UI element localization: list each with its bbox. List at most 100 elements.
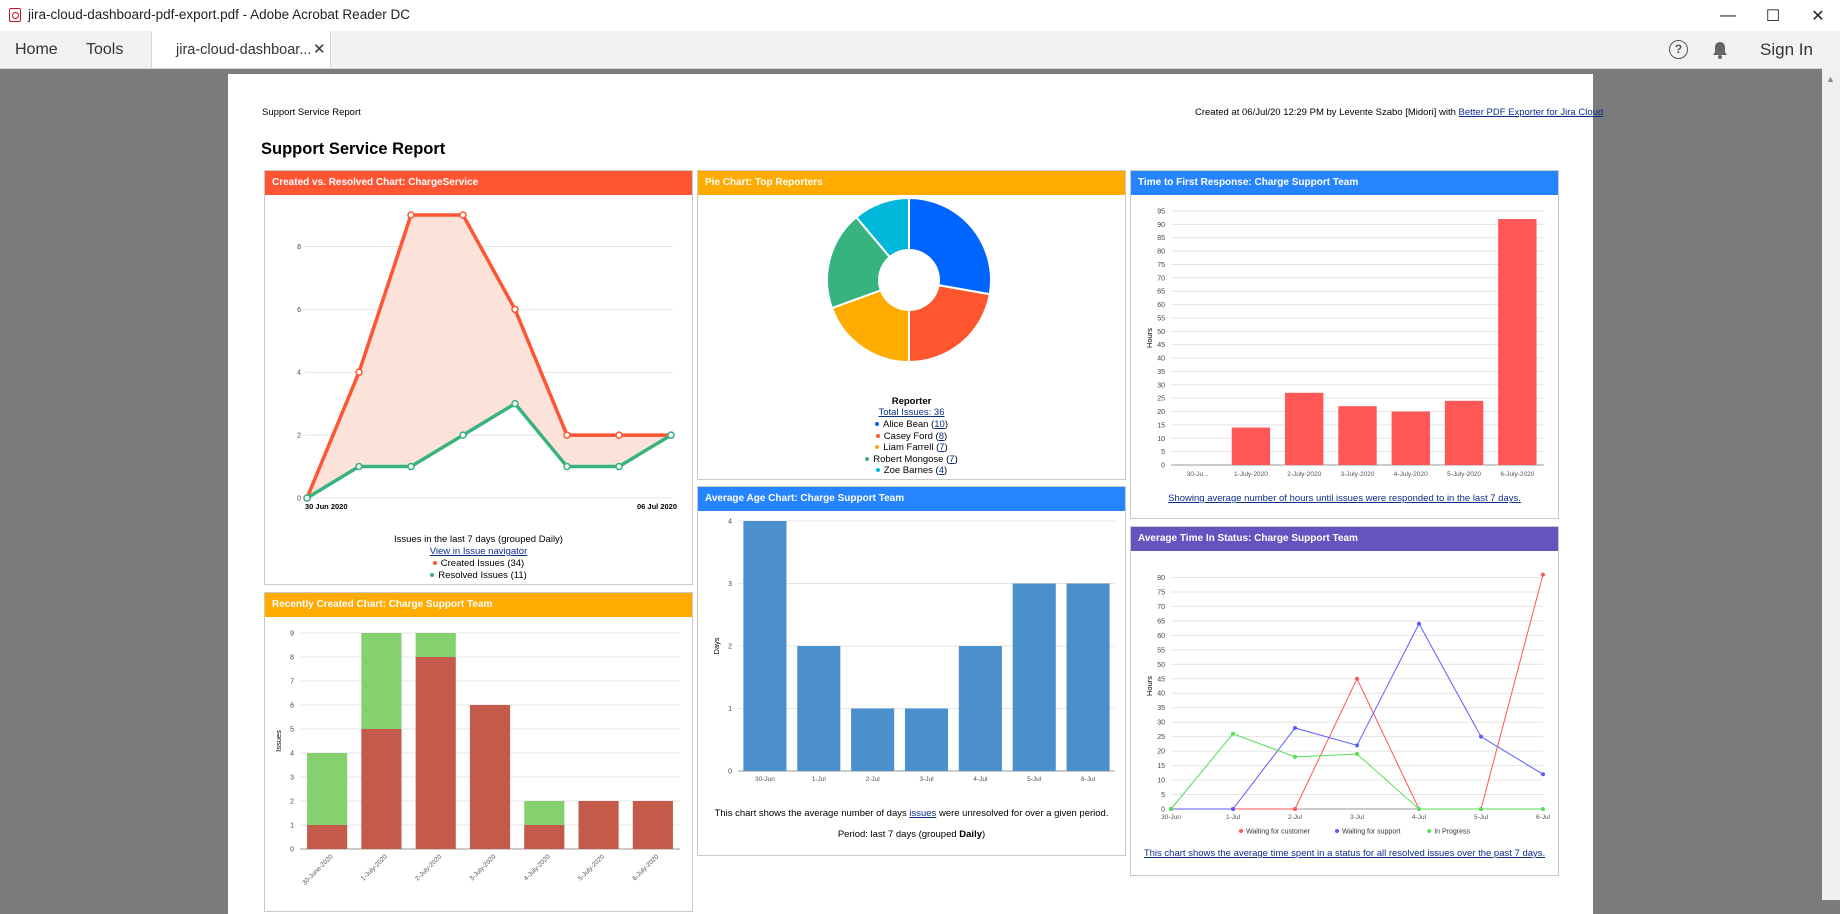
y-tick-label: 45 (1157, 342, 1165, 349)
sign-in-button[interactable]: Sign In (1760, 40, 1813, 59)
average-age-chart: 0 1 2 3 4 Days 30-Jun 1-Jul 2-Jul 3-Jul 4-Jul 5-Jul… (712, 519, 1115, 783)
x-tick-label: 3-Jul (1350, 814, 1365, 821)
legend-marker (875, 445, 880, 450)
y-tick-label: 4 (297, 370, 301, 377)
x-tick-label: 4-Jul (1412, 814, 1427, 821)
status-point (1541, 772, 1545, 777)
home-tab[interactable]: Home (15, 41, 58, 58)
y-axis-label: Hours (1145, 676, 1154, 696)
created-resolved-gap-area (307, 215, 671, 498)
bar-segment-created (307, 825, 348, 849)
x-tick-label: 3-July-2020 (468, 853, 497, 882)
reporter-count-link[interactable]: 8 (938, 430, 945, 442)
pie-slice (830, 288, 910, 364)
y-tick-label: 65 (1157, 289, 1165, 296)
y-tick-label: 45 (1157, 676, 1165, 683)
y-tick-label: 7 (290, 679, 294, 686)
bar-segment-created (415, 657, 456, 849)
page-header-right: Created at 06/Jul/20 12:29 PM by Levente… (1195, 107, 1604, 118)
x-tick-label: 1-July-2020 (1234, 471, 1268, 478)
pie-legend-item: Casey Ford (8) (698, 431, 1125, 443)
resolved-point (615, 462, 623, 471)
bar (958, 646, 1002, 771)
first-response-caption-link[interactable]: Showing average number of hours until is… (1168, 493, 1521, 504)
reporter-count-link[interactable]: 10 (934, 419, 945, 430)
bar (1498, 219, 1537, 465)
pie-slice (908, 196, 992, 296)
x-tick-label: 6-Jul (1536, 814, 1551, 821)
y-tick-label: 8 (297, 244, 301, 251)
y-tick-label: 80 (1157, 249, 1165, 256)
y-tick-label: 70 (1157, 275, 1165, 282)
y-tick-label: 2 (297, 433, 301, 440)
x-tick-label: 30-Jun (1161, 814, 1181, 821)
vertical-scrollbar[interactable]: ▲ (1822, 68, 1840, 900)
y-tick-label: 3 (728, 581, 732, 588)
chart-caption: Issues in the last 7 days (grouped Daily… (394, 534, 563, 545)
y-axis-label: Issues (274, 730, 283, 752)
y-tick-label: 2 (290, 799, 294, 806)
exporter-link[interactable]: Better PDF Exporter for Jira Cloud (1458, 107, 1604, 118)
notification-bell-icon[interactable] (1710, 40, 1730, 60)
y-tick-label: 2 (728, 644, 732, 651)
close-tab-icon[interactable]: ✕ (313, 41, 326, 58)
y-tick-label: 25 (1157, 734, 1165, 741)
x-tick-label: 30 Jun 2020 (305, 502, 348, 511)
pie-legend-title: Reporter (891, 396, 932, 407)
status-point (1293, 807, 1297, 811)
help-icon[interactable]: ? (1669, 40, 1688, 59)
x-tick-label: 3-Jul (919, 776, 934, 783)
x-tick-label: 1-Jul (812, 776, 827, 783)
bar (1231, 427, 1271, 465)
y-tick-label: 55 (1157, 647, 1165, 654)
legend-label: In Progress (1434, 829, 1470, 836)
resolved-line (306, 401, 672, 500)
x-tick-label: 5-July-2020 (577, 853, 606, 882)
scroll-up-icon[interactable]: ▲ (1826, 74, 1835, 84)
bar (1338, 406, 1377, 465)
time-in-status-panel: Average Time In Status: Charge Support T… (1130, 526, 1559, 876)
issues-link[interactable]: issues (909, 808, 937, 819)
y-tick-label: 95 (1157, 209, 1165, 216)
pie-slice (908, 284, 991, 364)
time-in-status-caption-link[interactable]: This chart shows the average time spent … (1143, 848, 1546, 859)
x-tick-label: 5-July-2020 (1447, 471, 1481, 478)
x-tick-label: 6-July-2020 (1500, 471, 1534, 478)
reporter-count-link[interactable]: 4 (938, 465, 945, 476)
bar (1444, 400, 1484, 465)
total-issues-link[interactable]: Total Issues: 36 (878, 407, 945, 418)
minimize-button[interactable]: — (1720, 6, 1736, 24)
reporter-count-link[interactable]: 7 (939, 442, 945, 453)
y-tick-label: 35 (1157, 369, 1165, 376)
y-tick-label: 0 (728, 769, 732, 776)
legend-label: Waiting for customer (1246, 829, 1311, 836)
close-window-button[interactable]: ✕ (1811, 7, 1825, 25)
y-tick-label: 55 (1157, 315, 1165, 322)
y-tick-label: 25 (1157, 396, 1165, 403)
bar (797, 646, 841, 771)
created-point (407, 211, 415, 219)
tools-tab[interactable]: Tools (86, 41, 124, 58)
report-title: Support Service Report (261, 140, 446, 158)
y-tick-label: 75 (1157, 262, 1165, 269)
y-tick-label: 9 (290, 631, 294, 638)
status-point (1541, 572, 1545, 577)
pie-chart-panel: Pie Chart: Top Reporters Reporter Total … (697, 170, 1126, 480)
status-point (1355, 676, 1359, 681)
x-tick-label: 2-Jul (866, 776, 881, 783)
legend-marker (865, 456, 870, 461)
reporter-count-link[interactable]: 7 (949, 453, 955, 465)
y-tick-label: 0 (290, 847, 294, 854)
document-tab-label: jira-cloud-dashboar... (176, 42, 312, 58)
x-tick-label: 5-Jul (1027, 776, 1042, 783)
y-tick-label: 30 (1157, 720, 1165, 727)
document-tab[interactable]: jira-cloud-dashboar... ✕ (151, 31, 331, 68)
y-tick-label: 4 (290, 751, 294, 758)
bar (1066, 583, 1110, 771)
average-age-panel: Average Age Chart: Charge Support Team 0… (697, 486, 1126, 856)
issue-navigator-link[interactable]: View in Issue navigator (429, 546, 528, 557)
created-vs-resolved-panel: Created vs. Resolved Chart: ChargeServic… (264, 170, 693, 585)
y-tick-label: 4 (728, 519, 732, 526)
maximize-button[interactable]: ☐ (1765, 7, 1781, 25)
x-tick-label: 6-July-2020 (631, 853, 660, 882)
